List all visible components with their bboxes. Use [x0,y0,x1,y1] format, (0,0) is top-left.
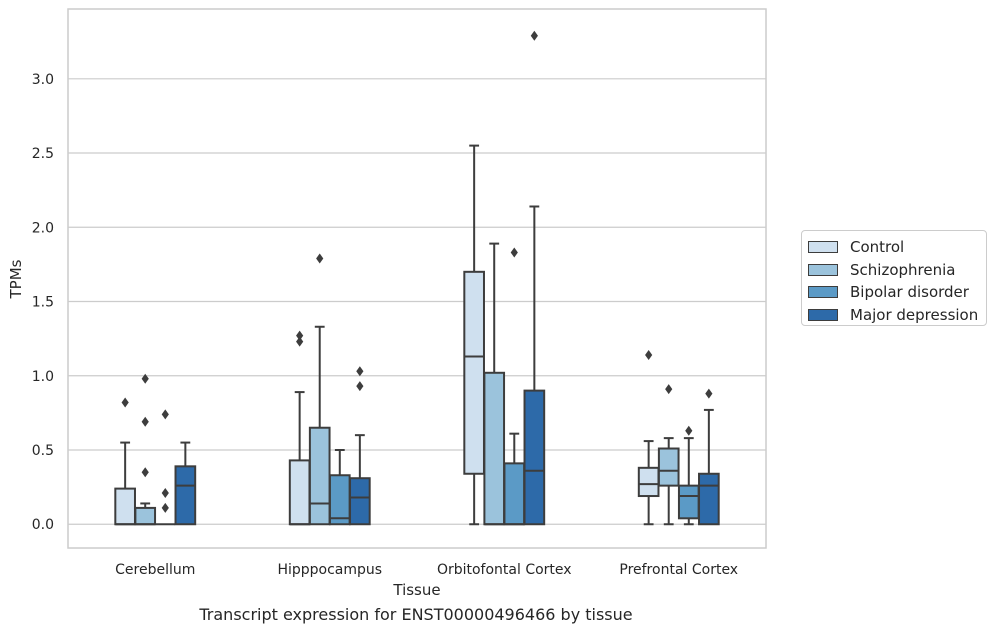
y-tick-label: 3.0 [32,72,54,88]
outlier-point [141,416,149,427]
x-axis-label: Tissue [392,581,440,599]
outlier-point [665,384,673,395]
outlier-point [356,381,364,392]
legend-item-control: Control [808,236,986,259]
box-body [523,389,546,526]
box-control [114,397,136,526]
legend-item-bipolar-disorder: Bipolar disorder [808,281,986,304]
x-tick-label: Prefrontal Cortex [619,562,738,578]
outlier-point [685,425,693,436]
outlier-point [705,388,713,399]
box-schizophrenia [134,373,157,526]
gridlines [68,78,766,525]
box-body [288,459,311,526]
box-body [698,472,720,526]
box-bipolar-disorder [328,449,351,526]
x-tick-label: Orbitofontal Cortex [437,562,572,578]
box-body [677,484,700,520]
legend-label: Schizophrenia [850,260,956,279]
box-control [637,349,660,526]
outlier-point [296,330,304,341]
box-body [637,466,660,498]
box-control [288,330,311,526]
box-body [114,487,136,526]
y-tick-label: 1.0 [32,369,54,385]
legend-swatch [808,241,838,254]
y-tick-labels: 0.0 0.5 1.0 1.5 2.0 2.5 3.0 [32,72,54,533]
y-tick-label: 0.5 [32,443,54,459]
box-body [503,462,526,526]
box-body [657,447,680,487]
outlier-point [530,30,538,41]
chart-caption: Transcript expression for ENST0000049646… [199,605,633,624]
boxes [114,30,720,526]
outlier-point [356,366,364,377]
box-bipolar-disorder [155,409,176,526]
legend-label: Control [850,238,905,257]
box-schizophrenia [657,384,680,526]
box-body [174,465,197,526]
box-schizophrenia [483,242,506,526]
y-tick-label: 2.0 [32,220,54,236]
box-body [134,506,157,526]
box-body [483,371,506,526]
y-tick-label: 1.5 [32,295,54,311]
box-bipolar-disorder [677,425,700,526]
legend-label: Bipolar disorder [850,283,969,302]
legend-swatch [808,263,838,276]
outlier-point [510,247,518,258]
outlier-point [161,488,169,499]
box-major-depression [523,30,546,526]
box-body [308,426,331,526]
outlier-point [296,336,304,347]
box-body [328,474,351,526]
x-tick-labels: Cerebellum Hipppocampus Orbitofontal Corte… [115,562,738,578]
box-major-depression [349,366,371,526]
box-body [349,477,371,526]
x-tick-label: Cerebellum [115,562,195,578]
outlier-point [161,502,169,513]
outlier-point [316,253,324,264]
legend-swatch [808,308,838,321]
legend-swatch [808,286,838,299]
outlier-point [141,373,149,384]
box-bipolar-disorder [503,247,526,526]
y-axis-label: TPMs [7,259,25,299]
outlier-point [161,409,169,420]
legend-label: Major depression [850,305,979,324]
box-major-depression [174,441,197,526]
legend-item-major-depression: Major depression [808,304,986,327]
legend: Control Schizophrenia Bipolar disorder M… [801,230,987,326]
outlier-point [141,467,149,478]
box-control [463,144,485,526]
box-major-depression [698,388,720,526]
box-body [463,270,485,475]
y-tick-label: 0.0 [32,517,54,533]
legend-item-schizophrenia: Schizophrenia [808,259,986,282]
x-tick-label: Hipppocampus [277,562,382,578]
outlier-point [121,397,129,408]
box-schizophrenia [308,253,331,526]
y-tick-label: 2.5 [32,146,54,162]
plot-frame [67,8,767,549]
outlier-point [645,349,653,360]
